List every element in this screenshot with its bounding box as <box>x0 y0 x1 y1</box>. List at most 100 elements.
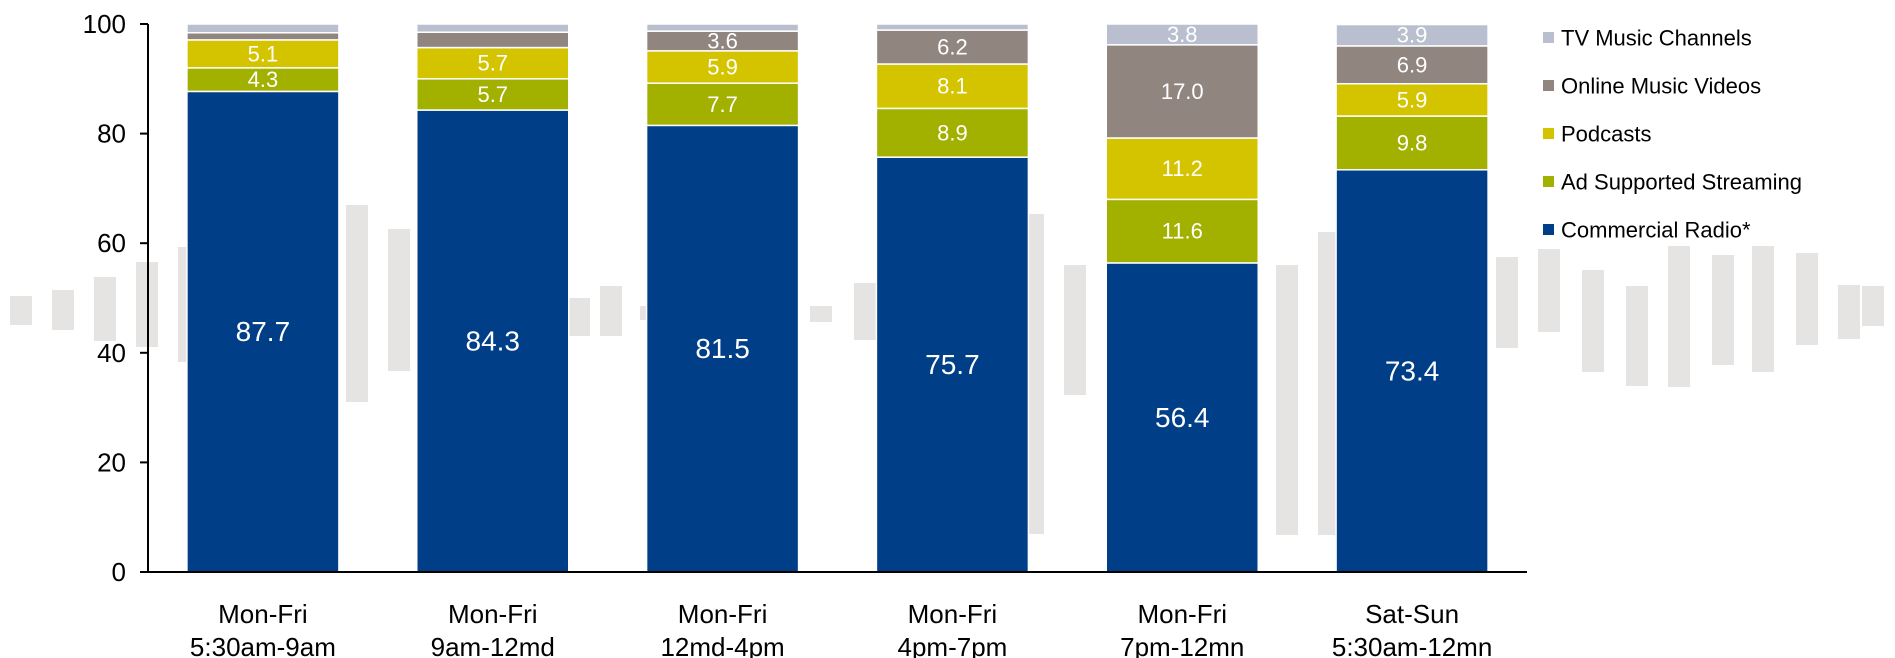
data-label: 5.1 <box>248 41 279 66</box>
legend-label: Online Music Videos <box>1561 74 1761 99</box>
y-tick-label: 80 <box>97 119 126 149</box>
bar-segment <box>186 23 340 34</box>
data-label: 6.2 <box>937 35 968 60</box>
legend-label: Podcasts <box>1561 122 1652 147</box>
bar-segment <box>416 78 570 111</box>
wave-bar <box>1496 257 1518 348</box>
wave-bar <box>1752 246 1774 372</box>
legend-label: TV Music Channels <box>1561 26 1752 51</box>
wave-bar <box>854 283 876 340</box>
wave-bar <box>1796 253 1818 345</box>
x-tick-label: Mon-Fri <box>448 599 538 629</box>
bar-segment <box>416 23 570 33</box>
wave-bar <box>52 290 74 330</box>
wave-bar <box>1862 286 1884 326</box>
bar-segment <box>186 39 340 69</box>
legend: TV Music Channels Online Music Videos Podc… <box>1543 26 1802 243</box>
legend-swatch <box>1543 128 1554 139</box>
bar-segment <box>1105 262 1259 573</box>
bar-segment <box>645 124 800 573</box>
x-tick-label: 4pm-7pm <box>898 632 1008 658</box>
x-tick-label: Sat-Sun <box>1365 599 1459 629</box>
data-label: 5.9 <box>707 55 738 80</box>
data-label: 56.4 <box>1155 402 1210 433</box>
wave-bar <box>1668 246 1690 387</box>
x-tick-label: Mon-Fri <box>678 599 768 629</box>
data-label: 84.3 <box>466 326 521 357</box>
bar-segment <box>1335 115 1489 171</box>
bar-segment <box>1105 198 1259 264</box>
wave-bar <box>1064 265 1086 395</box>
wave-bar <box>568 298 590 336</box>
data-label: 81.5 <box>695 333 750 364</box>
bar-segment <box>875 156 1030 573</box>
wave-bar <box>94 277 116 341</box>
y-tick-label: 20 <box>97 447 126 477</box>
x-tick-label: 9am-12md <box>431 632 555 658</box>
data-label: 5.7 <box>477 82 508 107</box>
data-label: 3.6 <box>707 28 738 53</box>
bar-segment <box>875 29 1030 65</box>
bar-segment <box>186 32 340 41</box>
wave-bar <box>1276 265 1298 535</box>
bar-segment <box>1105 23 1259 46</box>
data-label: 11.2 <box>1162 156 1203 181</box>
data-label: 11.6 <box>1162 219 1203 244</box>
bar-segment <box>875 107 1030 158</box>
data-label: 7.7 <box>707 92 738 117</box>
axes-layer: 0 20 40 60 80 100 Mon-Fri 5:30am-9am Mon-Fri 9am-… <box>83 9 1527 658</box>
legend-label: Ad Supported Streaming <box>1561 170 1802 195</box>
legend-label: Commercial Radio* <box>1561 218 1751 243</box>
bar-segment <box>875 23 1030 31</box>
data-label: 5.9 <box>1397 87 1428 112</box>
data-label: 73.4 <box>1385 355 1440 386</box>
wave-bar <box>388 229 410 371</box>
bar-segment <box>1335 169 1489 573</box>
bar-segment <box>875 63 1030 110</box>
wave-bar <box>1838 285 1860 339</box>
wave-bar <box>346 205 368 402</box>
data-label: 4.3 <box>248 67 279 92</box>
wave-bar <box>10 296 32 325</box>
wave-bar <box>1582 270 1604 372</box>
bar-segment <box>416 109 570 573</box>
wave-bar <box>1626 286 1648 386</box>
data-label: 87.7 <box>236 316 291 347</box>
wave-bar <box>1318 232 1340 535</box>
legend-swatch <box>1543 80 1554 91</box>
y-tick-label: 0 <box>112 557 126 587</box>
bar-segment <box>186 90 340 573</box>
y-tick-label: 100 <box>83 9 126 39</box>
x-tick-label: 12md-4pm <box>660 632 784 658</box>
data-label: 17.0 <box>1161 79 1204 104</box>
wave-bar <box>600 286 622 336</box>
x-tick-label: 7pm-12mn <box>1120 632 1244 658</box>
data-label: 3.8 <box>1167 22 1198 47</box>
bars-layer: 87.74.35.184.35.75.781.57.75.93.675.78.9… <box>186 22 1489 573</box>
bar-segment <box>1335 82 1489 117</box>
wave-bar <box>1538 249 1560 332</box>
y-tick-label: 40 <box>97 338 126 368</box>
bar-segment <box>1105 137 1259 201</box>
bar-segment <box>1335 23 1489 47</box>
bar-segment <box>416 31 570 49</box>
y-tick-label: 60 <box>97 228 126 258</box>
wave-bar <box>1712 255 1734 365</box>
x-tick-label: Mon-Fri <box>908 599 998 629</box>
x-tick-label: Mon-Fri <box>218 599 308 629</box>
data-label: 3.9 <box>1397 23 1428 48</box>
bar-segment <box>1105 44 1259 139</box>
data-label: 9.8 <box>1397 130 1428 155</box>
bar-segment <box>645 23 800 32</box>
legend-swatch <box>1543 224 1554 235</box>
data-label: 5.7 <box>477 51 508 76</box>
x-tick-label: 5:30am-12mn <box>1332 632 1492 658</box>
x-tick-label: Mon-Fri <box>1137 599 1227 629</box>
x-tick-label: 5:30am-9am <box>190 632 336 658</box>
data-label: 8.9 <box>937 120 968 145</box>
wave-bar <box>810 306 832 322</box>
legend-swatch <box>1543 32 1554 43</box>
data-label: 6.9 <box>1397 52 1428 77</box>
data-label: 8.1 <box>937 74 968 99</box>
